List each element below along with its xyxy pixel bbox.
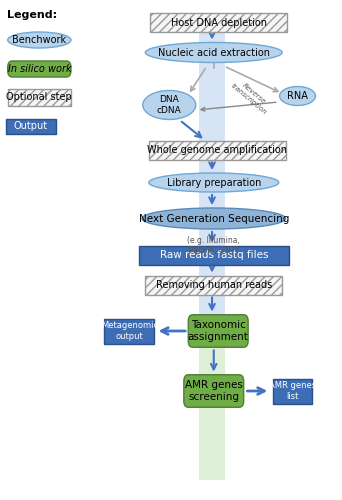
Text: Metagenomic
output: Metagenomic output: [101, 322, 158, 340]
FancyBboxPatch shape: [150, 13, 287, 32]
Text: Optional step: Optional step: [6, 92, 72, 102]
Text: Removing human reads: Removing human reads: [156, 280, 272, 290]
Ellipse shape: [142, 208, 286, 229]
Text: Next Generation Sequencing: Next Generation Sequencing: [139, 214, 289, 224]
Ellipse shape: [8, 32, 71, 48]
FancyBboxPatch shape: [105, 318, 154, 344]
FancyBboxPatch shape: [184, 375, 244, 407]
Text: Output: Output: [14, 121, 48, 131]
Ellipse shape: [280, 86, 315, 106]
Text: RNA: RNA: [287, 91, 308, 101]
Text: Library preparation: Library preparation: [167, 178, 261, 188]
Text: AMR genes
screening: AMR genes screening: [185, 380, 243, 402]
Text: Taxonomic
assignment: Taxonomic assignment: [188, 320, 249, 342]
Text: In silico work: In silico work: [8, 64, 71, 74]
Text: Host DNA depletion: Host DNA depletion: [171, 18, 267, 28]
FancyBboxPatch shape: [139, 246, 289, 264]
FancyBboxPatch shape: [149, 140, 286, 160]
Ellipse shape: [143, 90, 196, 120]
Text: Nucleic acid extraction: Nucleic acid extraction: [158, 48, 270, 58]
Bar: [199, 332, 225, 480]
Text: Whole genome amplification: Whole genome amplification: [147, 145, 287, 155]
FancyBboxPatch shape: [145, 276, 282, 294]
Text: DNA
cDNA: DNA cDNA: [157, 96, 182, 114]
FancyBboxPatch shape: [188, 315, 248, 347]
FancyBboxPatch shape: [6, 118, 55, 134]
Text: Raw reads fastq files: Raw reads fastq files: [159, 250, 268, 260]
Text: (e.g. Illumina,
PacBio, ONT): (e.g. Illumina, PacBio, ONT): [187, 236, 240, 256]
Ellipse shape: [149, 173, 279, 192]
Ellipse shape: [145, 42, 282, 62]
FancyBboxPatch shape: [8, 61, 71, 77]
FancyBboxPatch shape: [273, 378, 312, 404]
Text: Benchwork: Benchwork: [12, 35, 66, 45]
Text: Legend:: Legend:: [7, 10, 57, 20]
Bar: [199, 12, 225, 330]
Text: Reverse
transcription: Reverse transcription: [230, 76, 273, 116]
Text: AMR genes
list: AMR genes list: [269, 382, 316, 400]
FancyBboxPatch shape: [8, 90, 71, 106]
